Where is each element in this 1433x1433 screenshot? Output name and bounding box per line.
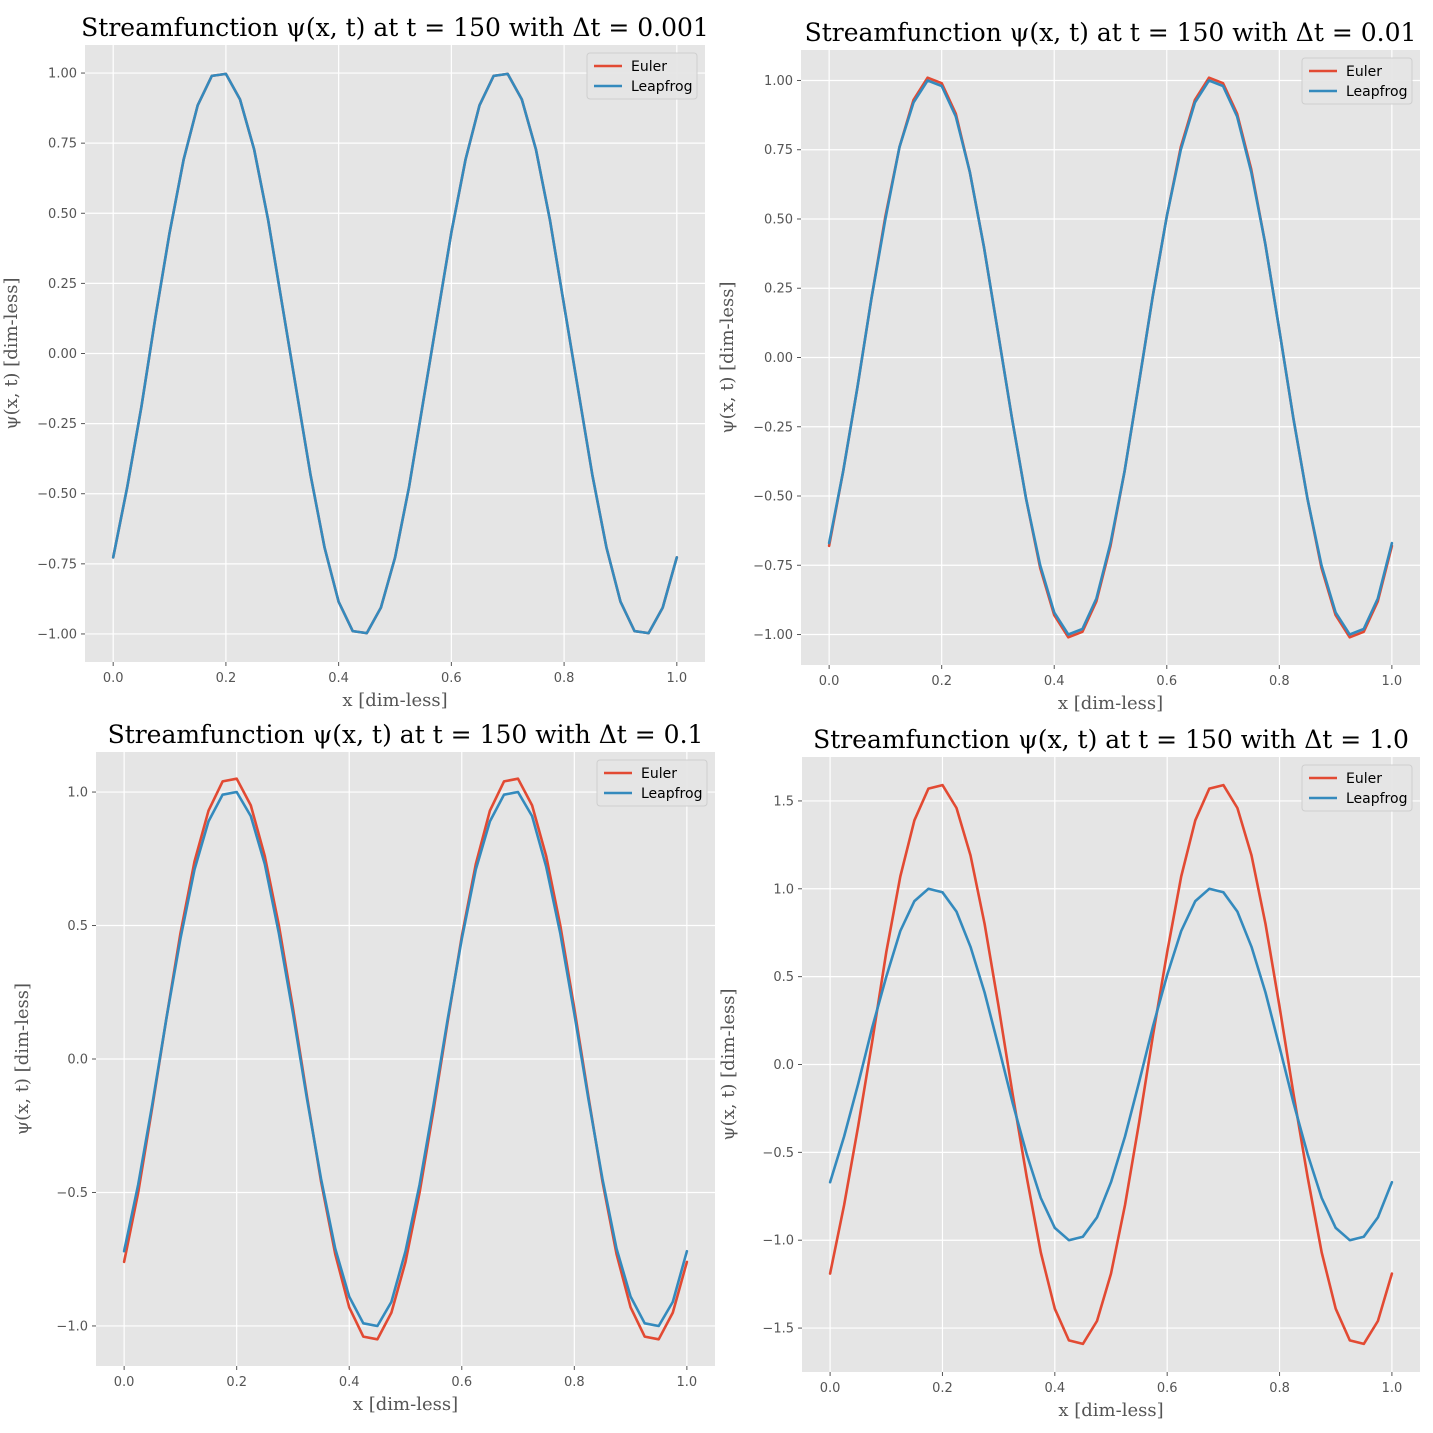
chart-2-xtick-label-0: 0.0 xyxy=(819,674,840,689)
chart-2-ytick-label-7: 0.75 xyxy=(764,143,793,158)
chart-1-xtick-label-3: 0.6 xyxy=(441,671,462,686)
chart-2-ytick-label-3: −0.25 xyxy=(753,420,793,435)
chart-1-xtick-label-0: 0.0 xyxy=(103,671,124,686)
chart-1-ytick-label-2: −0.50 xyxy=(37,487,77,502)
chart-3-series-leapfrog-line xyxy=(122,790,689,1328)
chart-4-xtick-label-5: 1.0 xyxy=(1382,1381,1403,1396)
chart-4-legend-box xyxy=(1301,764,1413,812)
chart-1-title: Streamfunction ψ(x, t) at t = 150 with Δ… xyxy=(81,13,709,42)
chart-4-ytick-label-0: −1.5 xyxy=(762,1322,794,1337)
chart-4-ytick-label-4: 0.5 xyxy=(773,970,794,985)
chart-1-ytick-label-5: 0.25 xyxy=(48,277,77,292)
chart-2-ytick-label-8: 1.00 xyxy=(764,74,793,89)
chart-2-ytick-label-2: −0.50 xyxy=(753,490,793,505)
chart-4-legend: Euler Leapfrog xyxy=(1301,764,1413,812)
chart-3-title: Streamfunction ψ(x, t) at t = 150 with Δ… xyxy=(108,720,704,749)
chart-4: 0.0 0.2 0.4 0.6 0.8 1.0 −1.5 −1.0 −0.5 0.0 0.5 1.0 1… xyxy=(718,725,1420,1421)
chart-1-ytick-label-0: −1.00 xyxy=(37,627,77,642)
chart-1: 0.0 0.2 0.4 0.6 0.8 1.0 −1.00 −0.75 −0.50 −0.25 0.… xyxy=(1,13,709,711)
chart-2-ytick-label-5: 0.25 xyxy=(764,282,793,297)
chart-1-legend: Euler Leapfrog xyxy=(586,52,698,100)
chart-1-ytick-label-6: 0.50 xyxy=(48,207,77,222)
chart-1-legend-box xyxy=(586,52,698,100)
chart-2-legend: Euler Leapfrog xyxy=(1301,57,1413,105)
chart-2-ylabel: ψ(x, t) [dim-less] xyxy=(717,281,738,433)
chart-3-ytick-label-3: 0.5 xyxy=(67,919,88,934)
chart-4-series-leapfrog-line xyxy=(828,887,1394,1242)
chart-1-xtick-label-1: 0.2 xyxy=(216,671,237,686)
chart-1-legend-label-euler: Euler xyxy=(631,59,667,75)
chart-2-title: Streamfunction ψ(x, t) at t = 150 with Δ… xyxy=(805,18,1417,47)
chart-3-ytick-label-4: 1.0 xyxy=(67,786,88,801)
chart-2-xtick-label-5: 1.0 xyxy=(1382,674,1403,689)
chart-1-xlabel: x [dim-less] xyxy=(342,690,447,711)
chart-1-ytick-label-1: −0.75 xyxy=(37,557,77,572)
chart-1-xtick-label-5: 1.0 xyxy=(666,671,687,686)
chart-3-legend-label-leapfrog: Leapfrog xyxy=(641,786,702,802)
chart-3-ytick-label-1: −0.5 xyxy=(56,1186,88,1201)
chart-4-title: Streamfunction ψ(x, t) at t = 150 with Δ… xyxy=(813,725,1409,754)
chart-3-xtick-label-5: 1.0 xyxy=(677,1375,698,1390)
chart-4-xtick-label-1: 0.2 xyxy=(932,1381,953,1396)
chart-1-series-leapfrog-line xyxy=(111,72,679,635)
chart-2-xlabel: x [dim-less] xyxy=(1058,693,1163,714)
chart-4-ytick-label-1: −1.0 xyxy=(762,1234,794,1249)
chart-1-xtick-label-2: 0.4 xyxy=(328,671,349,686)
chart-2-ytick-label-1: −0.75 xyxy=(753,559,793,574)
chart-4-legend-label-leapfrog: Leapfrog xyxy=(1346,791,1407,807)
chart-3-ytick-label-2: 0.0 xyxy=(67,1053,88,1068)
chart-1-ytick-label-8: 1.00 xyxy=(48,67,77,82)
chart-4-xtick-label-3: 0.6 xyxy=(1157,1381,1178,1396)
chart-2-legend-label-leapfrog: Leapfrog xyxy=(1346,84,1407,100)
chart-2-legend-box xyxy=(1301,57,1413,105)
chart-2: 0.0 0.2 0.4 0.6 0.8 1.0 −1.00 −0.75 −0.50 −0.25 0.… xyxy=(717,18,1420,714)
chart-3-legend-label-euler: Euler xyxy=(641,766,677,782)
chart-3-xtick-label-4: 0.8 xyxy=(564,1375,585,1390)
chart-3-xtick-label-2: 0.4 xyxy=(339,1375,360,1390)
chart-2-xtick-label-3: 0.6 xyxy=(1156,674,1177,689)
chart-2-xtick-label-2: 0.4 xyxy=(1044,674,1065,689)
chart-4-xtick-label-4: 0.8 xyxy=(1269,1381,1290,1396)
chart-4-xtick-label-2: 0.4 xyxy=(1044,1381,1065,1396)
chart-1-xtick-label-4: 0.8 xyxy=(554,671,575,686)
chart-4-ytick-label-6: 1.5 xyxy=(773,794,794,809)
chart-3-legend: Euler Leapfrog xyxy=(596,759,708,807)
chart-4-ytick-label-3: 0.0 xyxy=(773,1058,794,1073)
chart-4-ytick-label-5: 1.0 xyxy=(773,882,794,897)
chart-2-ytick-label-4: 0.00 xyxy=(764,351,793,366)
chart-3-legend-box xyxy=(596,759,708,807)
chart-1-ytick-label-4: 0.00 xyxy=(48,347,77,362)
chart-4-ytick-label-2: −0.5 xyxy=(762,1146,794,1161)
chart-4-legend-label-euler: Euler xyxy=(1346,771,1382,787)
chart-3-ylabel: ψ(x, t) [dim-less] xyxy=(12,983,33,1135)
chart-3-xlabel: x [dim-less] xyxy=(353,1394,458,1415)
chart-3-ytick-label-0: −1.0 xyxy=(56,1319,88,1334)
chart-4-xlabel: x [dim-less] xyxy=(1058,1400,1163,1421)
chart-2-legend-label-euler: Euler xyxy=(1346,64,1382,80)
chart-1-ylabel: ψ(x, t) [dim-less] xyxy=(1,277,22,429)
chart-3-xtick-label-3: 0.6 xyxy=(451,1375,472,1390)
chart-2-xtick-label-1: 0.2 xyxy=(931,674,952,689)
chart-4-xtick-label-0: 0.0 xyxy=(820,1381,841,1396)
chart-2-xtick-label-4: 0.8 xyxy=(1269,674,1290,689)
chart-4-ylabel: ψ(x, t) [dim-less] xyxy=(718,988,739,1140)
chart-1-ytick-label-7: 0.75 xyxy=(48,137,77,152)
chart-2-ytick-label-6: 0.50 xyxy=(764,212,793,227)
chart-2-series-leapfrog-line xyxy=(827,79,1394,636)
chart-1-ytick-label-3: −0.25 xyxy=(37,417,77,432)
chart-1-legend-label-leapfrog: Leapfrog xyxy=(631,79,692,95)
chart-3-xtick-label-1: 0.2 xyxy=(226,1375,247,1390)
chart-3-xtick-label-0: 0.0 xyxy=(114,1375,135,1390)
chart-2-ytick-label-0: −1.00 xyxy=(753,628,793,643)
chart-3: 0.0 0.2 0.4 0.6 0.8 1.0 −1.0 −0.5 0.0 0.5 1.0 Strea… xyxy=(12,720,715,1415)
